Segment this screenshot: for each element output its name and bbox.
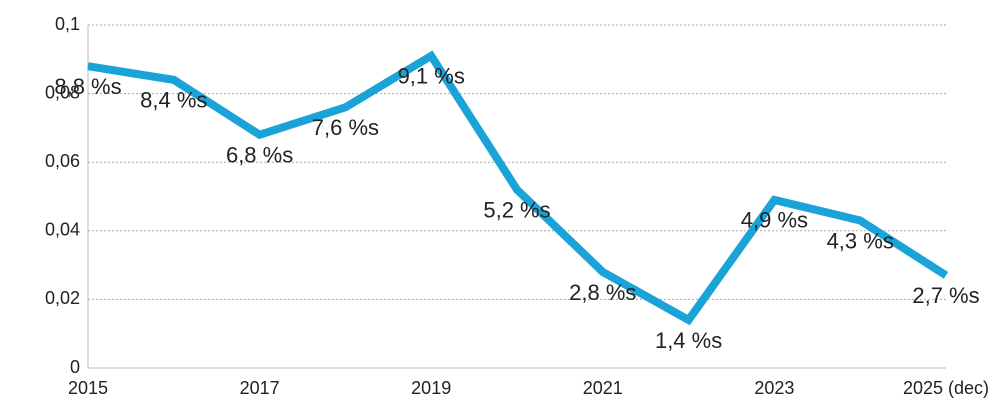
x-tick-label: 2019 bbox=[411, 378, 451, 398]
data-label: 7,6 %s bbox=[312, 115, 379, 140]
y-tick-label: 0,04 bbox=[45, 220, 80, 240]
data-label: 2,8 %s bbox=[569, 280, 636, 305]
x-tick-label: 2015 bbox=[68, 378, 108, 398]
data-label: 8,8 %s bbox=[54, 74, 121, 99]
data-label: 4,3 %s bbox=[827, 228, 894, 253]
data-label: 6,8 %s bbox=[226, 143, 293, 168]
y-tick-label: 0 bbox=[70, 357, 80, 377]
x-tick-label: 2021 bbox=[583, 378, 623, 398]
y-tick-label: 0,08 bbox=[45, 82, 80, 102]
data-label: 8,4 %s bbox=[140, 88, 207, 113]
x-tick-label: 2017 bbox=[240, 378, 280, 398]
data-line bbox=[87, 50, 949, 326]
y-tick-label: 0,06 bbox=[45, 151, 80, 171]
data-label: 2,7 %s bbox=[912, 283, 979, 308]
data-label: 9,1 %s bbox=[398, 64, 465, 89]
x-tick-label: 2023 bbox=[754, 378, 794, 398]
y-tick-label: 0,02 bbox=[45, 288, 80, 308]
data-label: 4,9 %s bbox=[741, 208, 808, 233]
y-tick-label: 0,1 bbox=[55, 14, 80, 34]
data-label: 1,4 %s bbox=[655, 328, 722, 353]
data-label: 5,2 %s bbox=[483, 197, 550, 222]
x-tick-label: 2025 (dec) bbox=[903, 378, 989, 398]
